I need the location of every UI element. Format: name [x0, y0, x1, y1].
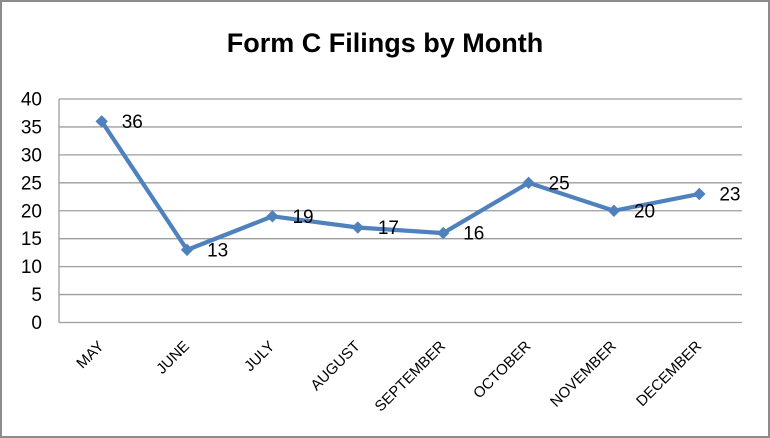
data-label: 20 — [634, 201, 655, 222]
y-axis-tick-label: 5 — [31, 285, 42, 306]
data-point-marker — [351, 221, 365, 234]
x-axis-label: JUNE — [153, 338, 193, 378]
data-point-marker — [266, 210, 279, 223]
y-axis-tick-label: 20 — [21, 201, 42, 222]
x-axis-label: DECEMBER — [633, 338, 705, 410]
x-axis-label: SEPTEMBER — [372, 338, 450, 416]
series-line — [99, 119, 702, 252]
y-axis-tick-label: 40 — [21, 90, 42, 111]
y-axis-tick-label: 15 — [21, 229, 42, 250]
y-axis-tick-label: 25 — [21, 173, 42, 194]
x-axis-label: JULY — [241, 338, 278, 375]
y-axis-tick-label: 35 — [21, 117, 42, 138]
x-axis-label: NOVEMBER — [547, 338, 620, 411]
data-point-marker — [95, 115, 108, 128]
x-axis-label: MAY — [73, 338, 107, 372]
data-label: 25 — [549, 173, 570, 194]
data-point-marker — [522, 176, 535, 190]
data-label: 36 — [122, 112, 143, 133]
data-point-marker — [180, 243, 194, 257]
y-axis-tick-label: 30 — [21, 145, 42, 166]
chart-title: Form C Filings by Month — [226, 28, 544, 58]
data-label: 13 — [207, 240, 228, 261]
data-point-marker — [607, 204, 621, 217]
y-axis-tick-label: 10 — [21, 257, 42, 278]
x-axis-label: AUGUST — [307, 338, 363, 394]
x-axis-label: OCTOBER — [470, 338, 534, 402]
y-axis-tick-label: 0 — [31, 313, 42, 334]
data-point-marker — [693, 187, 706, 201]
data-label: 16 — [463, 224, 484, 245]
data-label: 17 — [378, 218, 399, 239]
data-point-marker — [436, 226, 450, 240]
data-label: 19 — [292, 207, 313, 228]
data-label: 23 — [719, 184, 740, 205]
